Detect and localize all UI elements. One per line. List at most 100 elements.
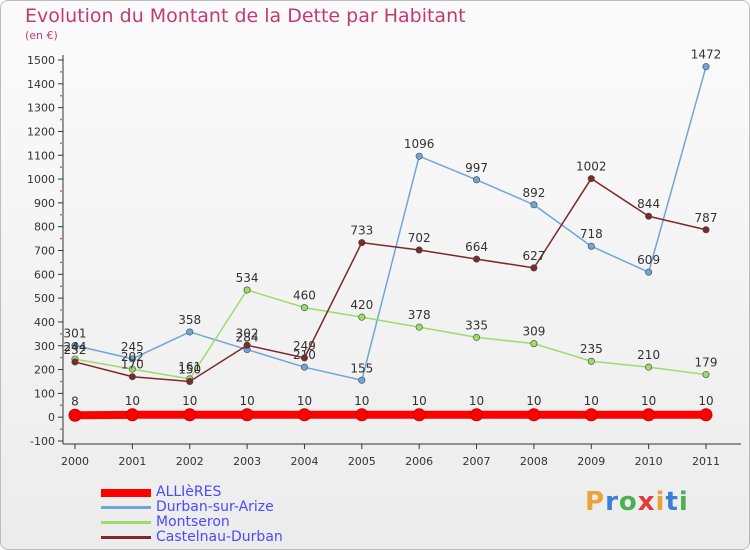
y-minor-tick: [60, 118, 62, 121]
data-label: 10: [584, 394, 599, 408]
data-point: [473, 333, 481, 341]
data-label: 460: [293, 289, 316, 303]
legend-swatch: [101, 521, 151, 524]
x-tick-label: 2002: [176, 455, 204, 468]
data-point: [530, 340, 538, 348]
y-minor-tick: [60, 428, 62, 430]
y-tick-label: 900: [34, 197, 55, 210]
data-point: [128, 373, 136, 381]
legend-swatch: [101, 536, 151, 539]
y-tick-label: 1300: [27, 102, 55, 115]
data-point: [68, 408, 82, 422]
data-point: [699, 408, 713, 422]
chart-title: Evolution du Montant de la Dette par Hab…: [25, 5, 466, 27]
data-label: 844: [637, 197, 660, 211]
data-point: [183, 408, 197, 422]
legend-swatch: [101, 506, 151, 509]
data-label: 161: [178, 360, 201, 374]
data-point: [128, 355, 136, 363]
data-point: [702, 371, 710, 379]
x-tick-label: 2006: [405, 455, 433, 468]
data-label: 249: [293, 339, 316, 353]
y-minor-tick: [60, 332, 62, 335]
data-point: [470, 408, 484, 422]
data-point: [358, 313, 366, 321]
y-minor-tick: [60, 94, 62, 97]
data-label: 534: [236, 271, 259, 285]
data-point: [300, 304, 308, 312]
logo-letter: o: [618, 487, 638, 517]
data-label: 244: [64, 340, 87, 354]
data-label: 10: [125, 394, 140, 408]
data-label: 664: [465, 240, 488, 254]
data-label: 150: [178, 362, 201, 376]
data-point: [186, 377, 194, 385]
y-tick-label: 1500: [27, 54, 55, 67]
data-point: [415, 323, 423, 331]
data-label: 245: [121, 340, 144, 354]
data-label: 8: [71, 394, 79, 408]
y-minor-tick: [60, 309, 62, 311]
data-label: 302: [236, 326, 259, 340]
data-label: 997: [465, 161, 488, 175]
y-minor-tick: [60, 190, 62, 192]
data-point: [645, 212, 653, 220]
data-point: [702, 63, 710, 71]
data-label: 179: [695, 356, 718, 370]
data-label: 718: [580, 227, 603, 241]
data-label: 10: [698, 394, 713, 408]
data-point: [412, 408, 426, 422]
y-tick-label: 300: [34, 340, 55, 353]
data-point: [527, 408, 541, 422]
y-minor-tick: [60, 261, 62, 264]
x-tick-label: 2008: [520, 455, 548, 468]
data-label: 10: [469, 394, 484, 408]
data-label: 702: [408, 231, 431, 245]
x-tick-label: 2001: [118, 455, 146, 468]
data-label: 309: [522, 325, 545, 339]
data-point: [415, 152, 423, 160]
data-point: [300, 363, 308, 371]
data-point: [584, 408, 598, 422]
data-label: 335: [465, 318, 488, 332]
data-label: 10: [641, 394, 656, 408]
data-label: 155: [350, 361, 373, 375]
y-minor-tick: [60, 380, 62, 383]
data-label: 1096: [404, 137, 435, 151]
logo-letter: r: [605, 487, 619, 517]
data-label: 892: [522, 186, 545, 200]
y-tick-label: 600: [34, 268, 55, 281]
y-minor-tick: [60, 404, 62, 407]
data-label: 1472: [691, 48, 722, 62]
logo-letter: i: [678, 487, 689, 517]
x-tick-label: 2010: [635, 455, 663, 468]
data-point: [300, 354, 308, 362]
data-label: 358: [178, 313, 201, 327]
data-point: [702, 226, 710, 234]
data-point: [415, 246, 423, 254]
x-tick-label: 2003: [233, 455, 261, 468]
data-label: 232: [64, 343, 87, 357]
logo-letter: t: [665, 487, 679, 517]
data-label: 378: [408, 308, 431, 322]
data-label: 10: [297, 394, 312, 408]
y-minor-tick: [60, 142, 62, 145]
y-tick-label: 0: [48, 411, 55, 424]
data-point: [355, 408, 369, 422]
data-label: 284: [236, 331, 259, 345]
data-point: [645, 268, 653, 276]
legend-swatch: [101, 489, 151, 497]
x-tick-label: 2007: [463, 455, 491, 468]
legend-label: Montseron: [156, 514, 230, 530]
data-point: [71, 358, 79, 366]
y-tick-label: 1100: [27, 149, 55, 162]
y-minor-tick: [60, 213, 62, 216]
data-point: [587, 242, 595, 250]
y-tick-label: -100: [30, 435, 55, 448]
series-line-1: [74, 66, 707, 382]
y-tick-label: 800: [34, 221, 55, 234]
y-tick-label: 1000: [27, 173, 55, 186]
y-tick-label: 1400: [27, 78, 55, 91]
